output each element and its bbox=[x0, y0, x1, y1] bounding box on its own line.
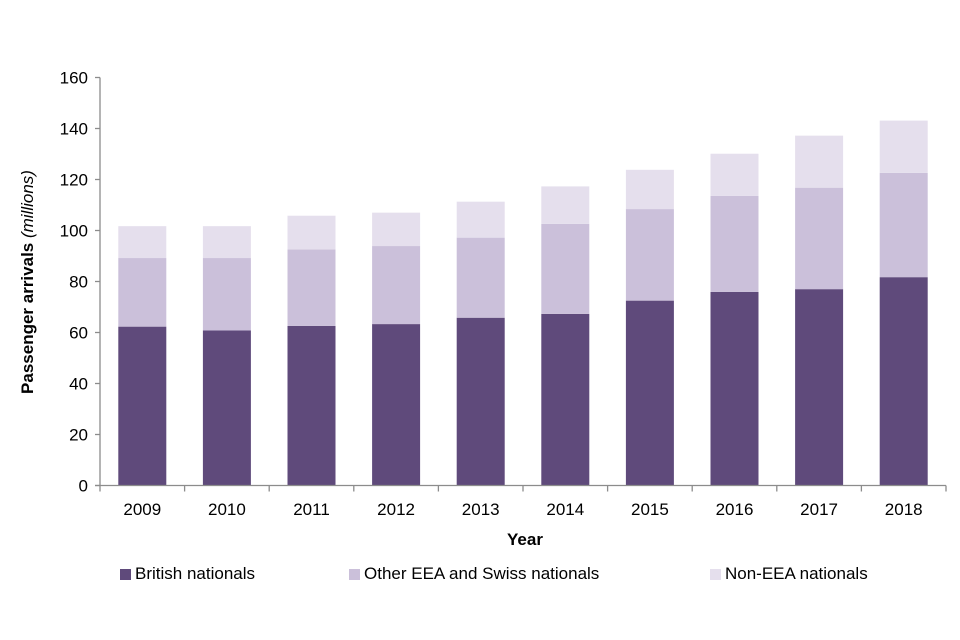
bar-2015-series-0 bbox=[625, 300, 674, 486]
legend-label-british: British nationals bbox=[135, 564, 256, 583]
y-tick-label-0: 0 bbox=[79, 477, 88, 496]
legend: British nationals Other EEA and Swiss na… bbox=[120, 564, 940, 588]
bar-2011-series-0 bbox=[287, 325, 336, 486]
y-tick-label-120: 120 bbox=[60, 171, 88, 190]
bar-2014-series-2 bbox=[541, 186, 590, 224]
bars-group bbox=[118, 120, 928, 486]
bar-2016-series-0 bbox=[710, 291, 759, 486]
bar-2009-series-1 bbox=[118, 258, 167, 327]
bar-2012-series-1 bbox=[372, 246, 421, 325]
x-tick-label-2014: 2014 bbox=[546, 500, 584, 519]
x-tick-label-2009: 2009 bbox=[123, 500, 161, 519]
x-axis-title: Year bbox=[507, 530, 543, 549]
bar-2018-series-2 bbox=[879, 120, 928, 173]
x-tick-label-2012: 2012 bbox=[377, 500, 415, 519]
bar-2009-series-0 bbox=[118, 326, 167, 486]
legend-item-other-eea: Other EEA and Swiss nationals bbox=[349, 564, 599, 584]
bar-2010-series-2 bbox=[202, 226, 251, 259]
bar-2009-series-2 bbox=[118, 226, 167, 259]
bar-2016-series-2 bbox=[710, 153, 759, 196]
bar-2012-series-0 bbox=[372, 324, 421, 486]
bar-2017-series-0 bbox=[795, 289, 844, 486]
bar-2013-series-1 bbox=[456, 237, 505, 318]
legend-item-british: British nationals bbox=[120, 564, 255, 584]
x-tick-label-2010: 2010 bbox=[208, 500, 246, 519]
legend-item-non-eea: Non-EEA nationals bbox=[710, 564, 868, 584]
x-tick-label-2013: 2013 bbox=[462, 500, 500, 519]
y-tick-label-140: 140 bbox=[60, 120, 88, 139]
bar-2016-series-1 bbox=[710, 195, 759, 292]
bar-2018-series-0 bbox=[879, 277, 928, 486]
y-tick-label-160: 160 bbox=[60, 69, 88, 88]
x-tick-label-2017: 2017 bbox=[800, 500, 838, 519]
y-axis-title: Passenger arrivals (millions) bbox=[18, 170, 37, 394]
y-tick-label-100: 100 bbox=[60, 222, 88, 241]
bar-2015-series-1 bbox=[625, 209, 674, 301]
legend-label-non-eea: Non-EEA nationals bbox=[725, 564, 868, 583]
bar-2011-series-2 bbox=[287, 215, 336, 250]
bar-2018-series-1 bbox=[879, 172, 928, 278]
bar-2017-series-2 bbox=[795, 135, 844, 188]
y-tick-label-20: 20 bbox=[69, 426, 88, 445]
bar-2010-series-0 bbox=[202, 330, 251, 486]
legend-swatch-non-eea bbox=[710, 568, 721, 580]
bar-2013-series-2 bbox=[456, 201, 505, 238]
axes-group: 0 20 40 60 80 100 120 140 160 2009 2010 2011 2012 201… bbox=[60, 69, 947, 519]
bar-2015-series-2 bbox=[625, 169, 674, 210]
bar-2014-series-0 bbox=[541, 313, 590, 486]
x-tick-label-2015: 2015 bbox=[631, 500, 669, 519]
x-tick-label-2018: 2018 bbox=[885, 500, 923, 519]
bar-2012-series-2 bbox=[372, 212, 421, 247]
x-tick-label-2011: 2011 bbox=[293, 500, 330, 519]
y-tick-label-60: 60 bbox=[69, 324, 88, 343]
bar-2017-series-1 bbox=[795, 187, 844, 290]
legend-swatch-british bbox=[120, 568, 131, 580]
y-axis-title-units: (millions) bbox=[18, 170, 37, 238]
bar-2010-series-1 bbox=[202, 258, 251, 331]
bar-2014-series-1 bbox=[541, 223, 590, 314]
bar-2011-series-1 bbox=[287, 249, 336, 326]
y-tick-label-80: 80 bbox=[69, 273, 88, 292]
legend-swatch-other-eea bbox=[349, 568, 360, 580]
legend-label-other-eea: Other EEA and Swiss nationals bbox=[364, 564, 600, 583]
x-tick-label-2016: 2016 bbox=[716, 500, 754, 519]
bar-2013-series-0 bbox=[456, 317, 505, 486]
y-tick-label-40: 40 bbox=[69, 375, 88, 394]
